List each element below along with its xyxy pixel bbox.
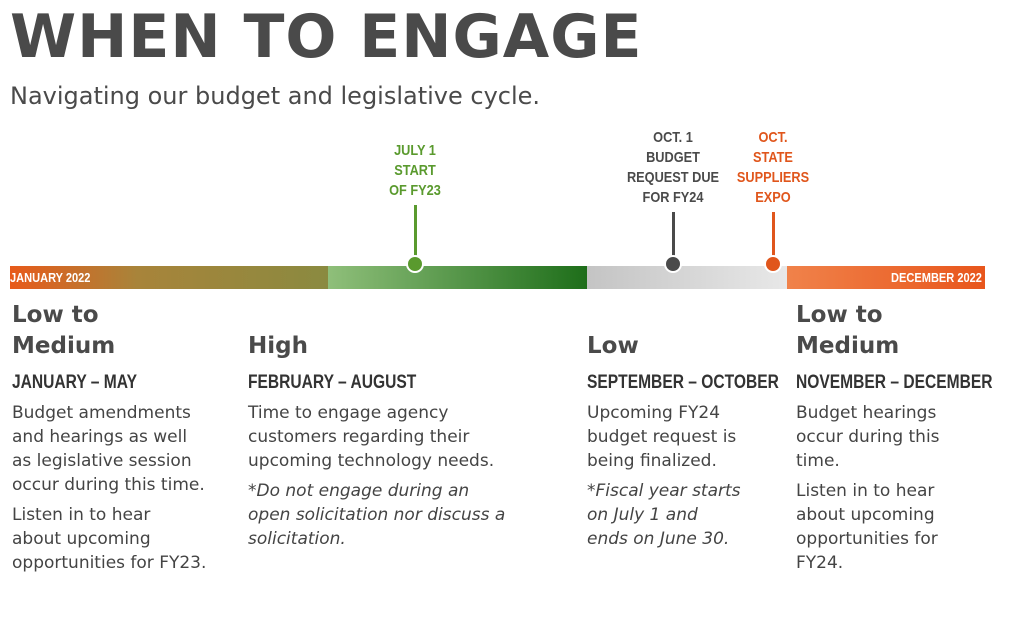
paragraph-line: being finalized. — [587, 451, 717, 471]
marker-line: OF FY23 — [389, 182, 441, 199]
paragraph-line: about upcoming — [12, 529, 151, 549]
level-line: Low to — [12, 302, 99, 328]
level: High — [248, 300, 483, 362]
paragraph-line: time. — [796, 451, 840, 471]
column: Low SEPTEMBER – OCTOBER Upcoming FY24 budge… — [587, 300, 822, 554]
paragraph: Budget amendments and hearings as well as … — [12, 401, 247, 497]
marker-line: OCT. 1 — [653, 129, 693, 146]
marker-stem — [414, 205, 417, 264]
column: High FEBRUARY – AUGUST Time to engage agen… — [248, 300, 506, 554]
level-line: Low — [587, 333, 639, 359]
timeline-segment — [10, 266, 328, 289]
marker-stem — [672, 212, 675, 264]
paragraph: *Fiscal year starts on July 1 and ends on … — [587, 479, 822, 551]
level: Low to Medium — [796, 300, 1024, 362]
level-line: High — [248, 333, 308, 359]
paragraph-line: Time to engage agency — [248, 403, 449, 423]
timeline-segment — [328, 266, 587, 289]
paragraph: Time to engage agency customers regarding… — [248, 401, 495, 473]
paragraph: Listen in to hear about upcoming opportuni… — [12, 503, 247, 575]
marker-line: BUDGET — [646, 149, 700, 166]
paragraph-line: customers regarding their — [248, 427, 470, 447]
marker-line: REQUEST DUE — [626, 169, 720, 186]
paragraph-line: opportunities for — [796, 529, 938, 549]
paragraph-line: Upcoming FY24 — [587, 403, 721, 423]
period: NOVEMBER – DECEMBER — [796, 372, 993, 393]
level: Low to Medium — [12, 300, 247, 362]
paragraph-line: upcoming technology needs. — [248, 451, 495, 471]
marker-line: START — [394, 162, 436, 179]
marker-dot — [664, 255, 682, 273]
paragraph-line: on July 1 and — [587, 505, 698, 525]
timeline-start: JANUARY 2022 — [10, 270, 91, 285]
paragraph: Budget hearings occur during this time. — [796, 401, 1024, 473]
period: JANUARY – MAY — [12, 372, 137, 393]
title: WHEN TO ENGAGE — [10, 2, 643, 72]
timeline-segment — [787, 266, 985, 289]
subtitle: Navigating our budget and legislative cy… — [10, 82, 541, 110]
paragraph-line: occur during this time. — [12, 475, 205, 495]
paragraph-line: about upcoming — [796, 505, 935, 525]
paragraph: Upcoming FY24 budget request is being fina… — [587, 401, 822, 473]
timeline-end: DECEMBER 2022 — [891, 270, 982, 285]
marker-line: FOR FY24 — [642, 189, 704, 206]
marker-label: OCT. 1 BUDGET REQUEST DUE FOR FY24 — [627, 128, 719, 208]
marker-line: EXPO — [755, 189, 791, 206]
paragraph-line: *Fiscal year starts — [587, 481, 741, 501]
marker-dot — [764, 255, 782, 273]
marker-stem — [772, 212, 775, 264]
paragraph-line: ends on June 30. — [587, 529, 730, 549]
marker-label: OCT. STATE SUPPLIERS EXPO — [737, 128, 809, 208]
period: SEPTEMBER – OCTOBER — [587, 372, 779, 393]
paragraph-line: Budget amendments — [12, 403, 191, 423]
timeline-segment — [587, 266, 787, 289]
paragraph-line: open solicitation nor discuss a — [248, 505, 506, 525]
paragraph-line: and hearings as well — [12, 427, 188, 447]
paragraph-line: Budget hearings — [796, 403, 937, 423]
paragraph: Listen in to hear about upcoming opportuni… — [796, 479, 1024, 575]
paragraph-line: occur during this — [796, 427, 940, 447]
column: Low to Medium JANUARY – MAY Budget amendmen… — [12, 300, 247, 578]
paragraph-line: budget request is — [587, 427, 737, 447]
level-line: Medium — [12, 333, 116, 359]
marker-line: STATE — [753, 149, 793, 166]
period: FEBRUARY – AUGUST — [248, 372, 417, 393]
paragraph-line: solicitation. — [248, 529, 346, 549]
paragraph-line: *Do not engage during an — [248, 481, 470, 501]
paragraph-line: as legislative session — [12, 451, 192, 471]
level: Low — [587, 300, 822, 362]
marker-line: JULY 1 — [394, 142, 436, 159]
paragraph-line: opportunities for FY23. — [12, 553, 207, 573]
marker-label: JULY 1 START OF FY23 — [389, 141, 441, 201]
level-line: Low to — [796, 302, 883, 328]
paragraph-line: Listen in to hear — [796, 481, 935, 501]
paragraph-line: FY24. — [796, 553, 844, 573]
paragraph: *Do not engage during an open solicitatio… — [248, 479, 506, 551]
column: Low to Medium NOVEMBER – DECEMBER Budget he… — [796, 300, 1024, 578]
level-line: Medium — [796, 333, 900, 359]
marker-dot — [406, 255, 424, 273]
marker-line: OCT. — [758, 129, 788, 146]
marker-line: SUPPLIERS — [736, 169, 810, 186]
paragraph-line: Listen in to hear — [12, 505, 151, 525]
